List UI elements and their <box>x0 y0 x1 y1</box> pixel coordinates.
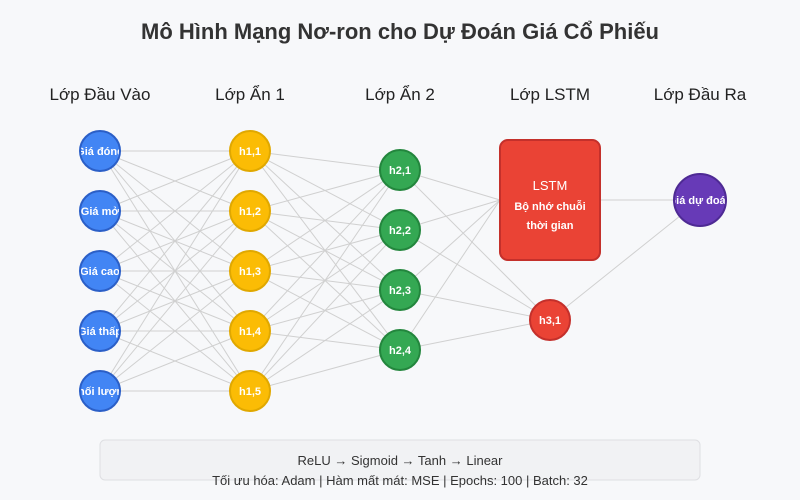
lstm-node-circle <box>529 299 571 341</box>
input-node-circle <box>79 190 121 232</box>
input-layer: Giá đóng Giá mở Giá cao Giá thấp Khối lư… <box>70 130 130 412</box>
lstm-box-title: LSTM <box>533 178 568 193</box>
input-node-circle <box>79 370 121 412</box>
hidden2-node: h2,3 <box>379 269 421 311</box>
hidden1-node: h1,5 <box>229 370 271 412</box>
connection-line <box>99 210 251 392</box>
input-node-label: Giá cao <box>80 266 120 278</box>
hidden2-node-circle <box>379 209 421 251</box>
connection-line <box>399 229 551 321</box>
hidden2-node: h2,4 <box>379 329 421 371</box>
input-node-circle <box>79 310 121 352</box>
input-node-circle <box>79 250 121 292</box>
connection-line <box>249 169 401 212</box>
training-details: Tối ưu hóa: Adam | Hàm mất mát: MSE | Ep… <box>212 473 588 488</box>
lstm-block: LSTM Bộ nhớ chuỗi thời gian <box>499 139 601 261</box>
connection-line <box>399 199 501 351</box>
connection-line <box>399 169 551 321</box>
connections <box>99 150 701 392</box>
lstm-box-line-1: Bộ nhớ chuỗi <box>514 200 585 213</box>
activation-sequence: ReLU → Sigmoid → Tanh → Linear <box>298 453 504 468</box>
input-node-open: Giá mở <box>79 190 121 232</box>
hidden1-node-label: h1,3 <box>239 266 261 278</box>
training-info-panel: ReLU → Sigmoid → Tanh → Linear Tối ưu hó… <box>99 439 701 488</box>
layer-label-hidden2: Lớp Ẩn 2 <box>365 85 435 104</box>
input-node-label: Khối lượng <box>70 386 130 398</box>
lstm-box-line-2: thời gian <box>527 220 574 232</box>
lstm-layer: LSTM Bộ nhớ chuỗi thời gian h3,1 <box>499 139 601 341</box>
connection-line <box>249 169 401 272</box>
hidden1-node: h1,2 <box>229 190 271 232</box>
layer-label-output: Lớp Đầu Ra <box>654 85 747 104</box>
layer-label-hidden1: Lớp Ẩn 1 <box>215 85 285 104</box>
page-title: Mô Hình Mạng Nơ-ron cho Dự Đoán Giá Cổ P… <box>141 19 659 44</box>
input-node-high: Giá cao <box>79 250 121 292</box>
hidden-layer-1: h1,1 h1,2 h1,3 h1,4 h1,5 <box>229 130 271 412</box>
hidden1-node-label: h1,2 <box>239 206 261 218</box>
lstm-box <box>499 139 601 261</box>
hidden1-node-circle <box>229 310 271 352</box>
hidden1-node-label: h1,4 <box>239 326 262 338</box>
hidden2-node: h2,2 <box>379 209 421 251</box>
info-panel-box <box>99 439 701 481</box>
hidden2-node: h2,1 <box>379 149 421 191</box>
hidden2-node-label: h2,1 <box>389 165 411 177</box>
hidden2-node-circle <box>379 329 421 371</box>
lstm-hidden-node: h3,1 <box>529 299 571 341</box>
output-node: Giá dự đoán <box>668 173 733 227</box>
hidden2-node-label: h2,2 <box>389 225 411 237</box>
hidden1-node: h1,3 <box>229 250 271 292</box>
hidden1-node: h1,1 <box>229 130 271 172</box>
connection-line <box>99 150 251 212</box>
output-node-label: Giá dự đoán <box>668 195 733 207</box>
output-node-circle <box>673 173 727 227</box>
input-node-close: Giá đóng <box>76 130 124 172</box>
hidden2-node-label: h2,3 <box>389 285 411 297</box>
connection-line <box>249 289 401 392</box>
hidden1-node-circle <box>229 190 271 232</box>
connection-line <box>399 319 551 351</box>
input-node-label: Giá đóng <box>76 146 124 158</box>
connection-line <box>249 349 401 392</box>
hidden2-node-circle <box>379 149 421 191</box>
connection-line <box>549 199 701 321</box>
hidden-layer-2: h2,1 h2,2 h2,3 h2,4 <box>379 149 421 371</box>
connection-line <box>399 199 501 291</box>
hidden1-node-label: h1,5 <box>239 386 261 398</box>
connection-line <box>99 150 251 392</box>
hidden1-node-label: h1,1 <box>239 146 261 158</box>
layer-label-input: Lớp Đầu Vào <box>50 85 151 104</box>
connection-line <box>399 289 551 321</box>
layer-label-lstm: Lớp LSTM <box>510 85 590 104</box>
output-layer: Giá dự đoán <box>668 173 733 227</box>
connection-line <box>249 169 401 332</box>
connection-line <box>99 270 251 392</box>
input-node-circle <box>79 130 121 172</box>
input-node-label: Giá thấp <box>78 326 122 338</box>
connection-line <box>99 150 251 272</box>
input-node-label: Giá mở <box>81 206 120 218</box>
lstm-node-label: h3,1 <box>539 315 561 327</box>
connection-line <box>99 330 251 392</box>
connection-line <box>99 150 251 332</box>
connection-line <box>249 169 401 392</box>
connection-line <box>249 229 401 392</box>
hidden2-node-circle <box>379 269 421 311</box>
connection-line <box>249 150 401 171</box>
input-node-low: Giá thấp <box>78 310 122 352</box>
input-node-volume: Khối lượng <box>70 370 130 412</box>
hidden1-node: h1,4 <box>229 310 271 352</box>
hidden2-node-label: h2,4 <box>389 345 412 357</box>
hidden1-node-circle <box>229 250 271 292</box>
hidden1-node-circle <box>229 130 271 172</box>
hidden1-node-circle <box>229 370 271 412</box>
